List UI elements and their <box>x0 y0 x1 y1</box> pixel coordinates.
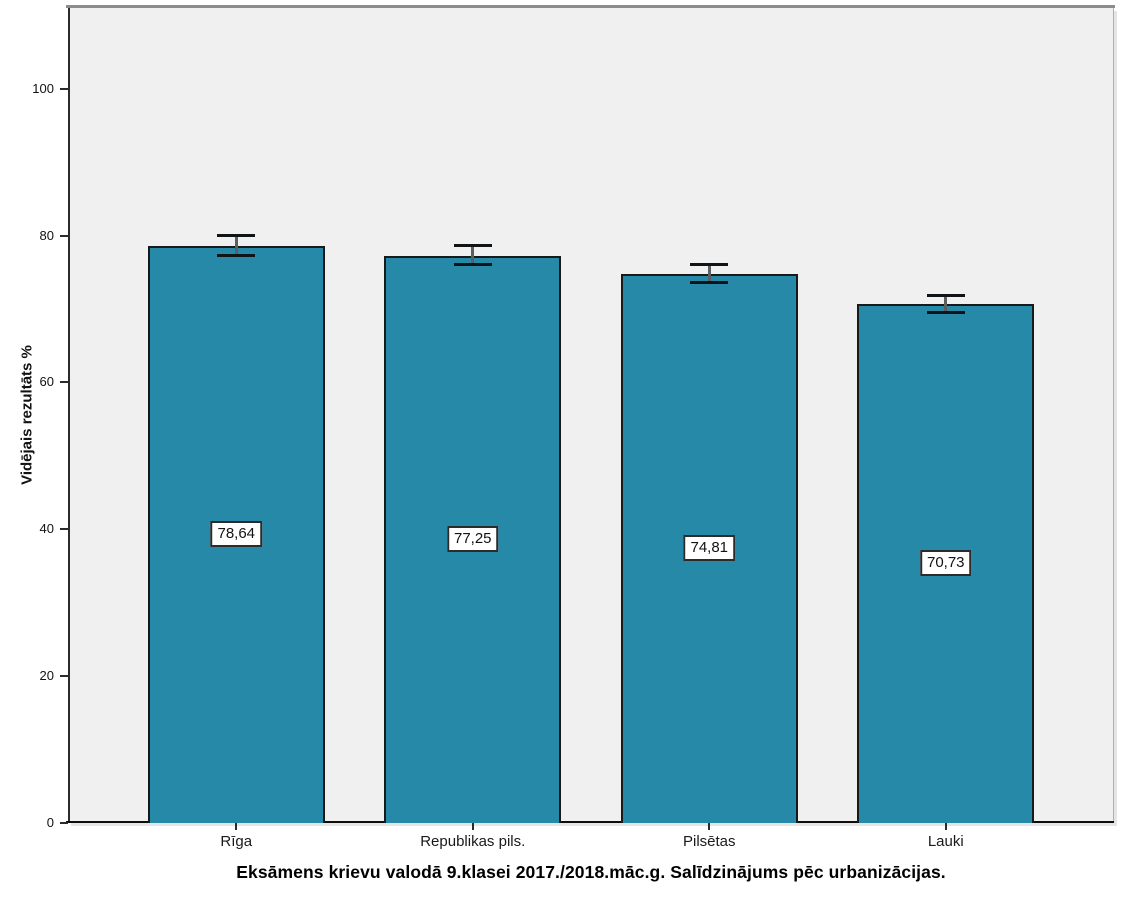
error-bar-cap <box>217 253 256 257</box>
y-axis-title: Vidējais rezultāts % <box>18 345 36 485</box>
error-bar-stem <box>944 295 948 313</box>
y-tick-mark <box>60 822 68 824</box>
plot-area: 0 20 40 60 80 100 78,64 77,25 74,81 70,73 <box>32 5 1115 830</box>
plot-frame-top <box>66 5 1115 8</box>
bar-value-label: 74,81 <box>683 535 736 562</box>
x-tick-mark <box>471 823 474 830</box>
x-tick-mark <box>235 823 238 830</box>
y-tick-label: 40 <box>39 521 54 537</box>
y-tick-label: 80 <box>39 227 54 243</box>
y-tick-mark <box>60 528 68 531</box>
x-axis-line <box>66 821 1114 823</box>
y-tick-mark <box>60 675 68 678</box>
bar-value-label: 78,64 <box>210 521 263 548</box>
bar-value-label: 70,73 <box>919 550 972 577</box>
y-tick-label: 60 <box>39 374 54 390</box>
error-bar-cap <box>690 281 729 285</box>
error-bar-stem <box>471 245 475 265</box>
y-tick-mark <box>60 87 68 90</box>
x-category-label: Pilsētas <box>682 833 736 850</box>
y-tick-mark <box>60 381 68 384</box>
x-tick-mark <box>708 823 711 830</box>
bar-value-label: 77,25 <box>446 526 499 553</box>
x-tick-mark <box>944 823 947 830</box>
error-bar-cap <box>690 263 729 267</box>
plot-frame-right <box>1113 8 1114 823</box>
error-bar-stem <box>234 235 238 256</box>
y-tick-label: 100 <box>32 80 54 96</box>
x-category-label: Rīga <box>220 833 253 850</box>
error-bar-cap <box>217 234 256 238</box>
x-category-label: Lauki <box>927 833 964 850</box>
error-bar-cap <box>926 311 965 315</box>
y-axis-line <box>68 8 70 823</box>
error-bar-stem <box>707 264 711 283</box>
y-tick-mark <box>60 234 68 237</box>
y-tick-label: 0 <box>46 815 54 830</box>
y-tick-label: 20 <box>39 668 54 684</box>
error-bar-cap <box>926 293 965 297</box>
error-bar-cap <box>453 244 492 248</box>
chart-title: Eksāmens krievu valodā 9.klasei 2017./20… <box>236 862 946 882</box>
x-category-label: Republikas pils. <box>420 833 526 850</box>
error-bar-cap <box>453 263 492 267</box>
